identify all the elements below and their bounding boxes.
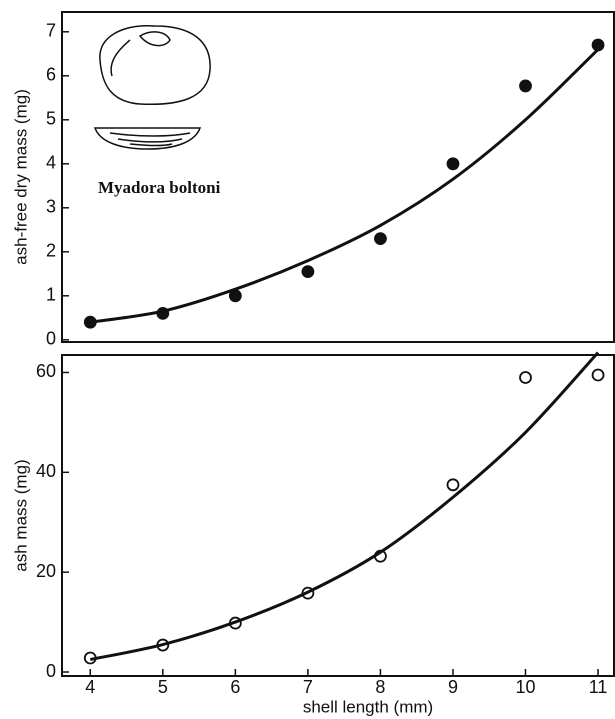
x-tick-label: 9: [448, 677, 458, 697]
y-tick-label: 3: [46, 197, 56, 217]
y-tick-label: 40: [36, 461, 56, 481]
data-point: [446, 157, 460, 171]
plot-frame: [61, 354, 615, 677]
fit-curve: [89, 351, 600, 661]
y-tick-label: 2: [46, 241, 56, 261]
x-tick-label: 4: [85, 677, 95, 697]
y-tick-label: 0: [46, 661, 56, 681]
x-tick-label: 6: [230, 677, 240, 697]
shell-illustration: [93, 25, 211, 150]
data-point: [519, 79, 532, 93]
y-tick-label: 20: [36, 561, 56, 581]
data-point: [519, 371, 532, 384]
data-point: [591, 38, 605, 52]
fit-curve: [90, 48, 600, 324]
y-tick-label: 1: [46, 285, 56, 305]
y-tick-label: 0: [46, 329, 56, 349]
annotation: Myadora boltoni: [98, 178, 221, 197]
data-point: [591, 368, 605, 382]
data-point: [374, 232, 387, 246]
x-tick-label: 11: [589, 677, 608, 697]
y-axis-label: ash-free dry mass (mg): [11, 89, 30, 265]
data-point: [301, 265, 315, 279]
x-tick-label: 5: [158, 677, 168, 697]
y-tick-label: 7: [46, 21, 56, 41]
plot-frame: [61, 11, 615, 343]
y-tick-label: 4: [46, 153, 56, 173]
y-tick-label: 5: [46, 109, 56, 129]
x-axis-label: shell length (mm): [303, 697, 433, 716]
y-axis-label: ash mass (mg): [11, 459, 30, 571]
y-tick-label: 60: [36, 361, 56, 381]
x-tick-label: 7: [303, 677, 313, 697]
y-tick-label: 6: [46, 65, 56, 85]
x-tick-label: 8: [375, 677, 385, 697]
x-tick-label: 10: [515, 677, 535, 697]
data-point: [446, 478, 460, 492]
